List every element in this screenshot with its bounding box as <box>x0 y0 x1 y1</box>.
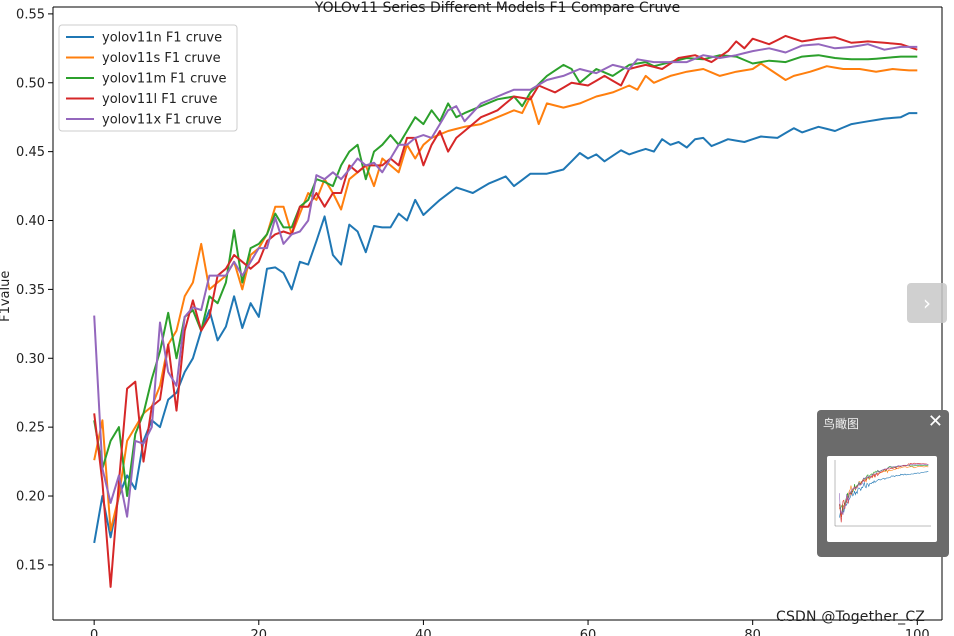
minimap-preview[interactable] <box>827 456 937 542</box>
y-tick-label-7: 0.50 <box>16 76 45 91</box>
x-tick-label-1: 20 <box>251 628 268 636</box>
series-line-1 <box>93 62 918 532</box>
minimap-series-2 <box>839 464 929 513</box>
next-image-button[interactable]: › <box>907 283 947 323</box>
legend-label-1: yolov11s F1 cruve <box>102 51 221 66</box>
series-line-3 <box>93 34 918 588</box>
x-tick-label-3: 60 <box>580 628 597 636</box>
legend-label-3: yolov11l F1 cruve <box>102 92 218 107</box>
minimap-series-3 <box>839 462 929 523</box>
legend-label-4: yolov11x F1 cruve <box>102 113 222 128</box>
series-line-2 <box>93 54 918 497</box>
y-tick-label-3: 0.30 <box>16 352 45 367</box>
minimap-series-4 <box>839 463 929 515</box>
y-axis-label: F1value <box>0 271 13 322</box>
y-tick-label-2: 0.25 <box>16 421 45 436</box>
y-tick-label-0: 0.15 <box>16 558 45 573</box>
minimap-series-0 <box>839 471 929 518</box>
watermark: CSDN @Together_CZ <box>776 609 926 625</box>
minimap-series-1 <box>839 465 929 517</box>
series-line-0 <box>93 112 918 544</box>
chart-title: YOLOv11 Series Different Models F1 Compa… <box>314 0 680 16</box>
x-tick-label-0: 0 <box>90 628 98 636</box>
minimap-thumbnail <box>834 460 931 527</box>
chevron-right-icon: › <box>923 291 931 315</box>
y-tick-label-1: 0.20 <box>16 490 45 505</box>
x-tick-label-2: 40 <box>415 628 432 636</box>
y-tick-label-8: 0.55 <box>16 7 45 22</box>
close-icon[interactable]: ✕ <box>927 411 943 432</box>
minimap-title: 鸟瞰图 <box>823 417 860 431</box>
y-tick-label-5: 0.40 <box>16 214 45 229</box>
minimap-panel[interactable]: 鸟瞰图 ✕ <box>817 410 949 557</box>
y-tick-label-6: 0.45 <box>16 145 45 160</box>
legend-box <box>58 24 238 132</box>
x-tick-label-5: 100 <box>905 628 930 636</box>
y-tick-label-4: 0.35 <box>16 283 45 298</box>
x-tick-label-4: 80 <box>744 628 761 636</box>
legend-label-0: yolov11n F1 cruve <box>102 31 222 46</box>
series-line-4 <box>93 43 918 518</box>
legend-label-2: yolov11m F1 cruve <box>102 72 227 87</box>
